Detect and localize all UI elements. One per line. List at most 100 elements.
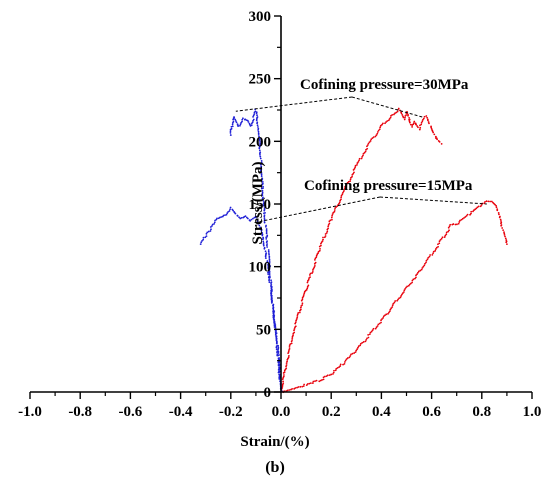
data-point	[447, 230, 450, 233]
data-point	[268, 252, 270, 255]
data-point	[275, 337, 278, 340]
data-point	[320, 242, 322, 245]
data-point	[415, 276, 417, 279]
data-point	[217, 217, 220, 220]
data-point	[498, 216, 501, 219]
data-point	[294, 322, 297, 325]
data-point	[298, 311, 301, 314]
panel-label: (b)	[265, 459, 285, 476]
data-point	[390, 114, 392, 117]
data-point	[381, 318, 383, 320]
data-point	[408, 120, 411, 123]
data-point	[262, 196, 264, 199]
data-point	[414, 277, 416, 280]
data-point	[268, 269, 270, 272]
data-point	[275, 335, 278, 338]
data-point	[248, 219, 251, 222]
data-point	[445, 233, 448, 236]
data-point	[363, 151, 366, 154]
data-point	[236, 214, 239, 217]
data-point	[422, 265, 425, 268]
data-point	[287, 356, 290, 359]
data-point	[399, 296, 402, 299]
data-point	[376, 132, 379, 135]
data-point	[362, 341, 365, 343]
data-point	[434, 135, 437, 138]
data-point	[263, 246, 266, 249]
data-point	[352, 172, 355, 175]
data-point	[437, 243, 439, 246]
data-point	[434, 249, 437, 252]
data-point	[423, 115, 426, 118]
data-point	[396, 110, 399, 113]
data-point	[339, 365, 342, 367]
data-point	[256, 124, 259, 127]
data-point	[213, 221, 216, 224]
data-point	[411, 125, 414, 128]
data-point	[366, 145, 368, 148]
data-point	[262, 236, 265, 239]
data-point	[288, 389, 291, 391]
data-point	[314, 380, 316, 383]
data-point	[398, 297, 400, 300]
data-point	[290, 340, 293, 343]
data-point	[405, 286, 407, 289]
data-point	[367, 333, 370, 336]
data-point	[301, 302, 304, 305]
data-point	[411, 281, 413, 284]
data-point	[417, 270, 420, 273]
data-point	[419, 269, 422, 272]
y-tick-label: 150	[249, 197, 272, 213]
data-point	[281, 383, 284, 386]
data-point	[503, 232, 506, 235]
data-point	[380, 319, 382, 322]
y-tick-label: 250	[249, 72, 272, 88]
annotation-leader-line	[253, 196, 381, 224]
data-point	[262, 244, 265, 247]
data-point	[440, 237, 443, 240]
data-point	[322, 376, 325, 379]
data-point	[330, 216, 333, 219]
data-point	[261, 192, 264, 195]
data-point	[248, 122, 251, 125]
data-point	[245, 216, 248, 219]
data-point	[357, 160, 360, 163]
data-point	[496, 209, 499, 212]
data-point	[291, 337, 294, 340]
data-point	[421, 267, 424, 269]
data-point	[336, 366, 339, 369]
data-point	[263, 221, 266, 224]
data-point	[365, 338, 368, 341]
data-point	[500, 220, 502, 222]
data-point	[260, 165, 263, 168]
data-point	[239, 217, 242, 220]
y-tick-label: 50	[256, 322, 271, 338]
data-point	[267, 266, 270, 269]
data-point	[261, 189, 264, 192]
data-point	[403, 289, 406, 292]
data-point	[449, 223, 452, 226]
data-point	[315, 256, 318, 259]
data-point	[359, 344, 362, 347]
data-point	[497, 212, 500, 214]
data-point	[371, 137, 374, 140]
data-point	[209, 230, 212, 232]
data-point	[259, 145, 261, 148]
series-axial_strain-30MPa	[280, 107, 443, 393]
data-point	[259, 141, 261, 143]
data-point	[261, 194, 264, 197]
data-point	[370, 330, 373, 333]
series-layer	[199, 107, 508, 394]
data-point	[294, 321, 297, 324]
data-point	[394, 300, 397, 302]
data-point	[408, 283, 411, 286]
data-point	[385, 121, 387, 123]
data-point	[343, 361, 346, 363]
data-point	[344, 359, 347, 362]
data-point	[257, 222, 260, 225]
data-point	[417, 271, 419, 274]
data-point	[435, 246, 438, 249]
data-point	[309, 272, 312, 275]
data-point	[276, 354, 279, 357]
data-point	[485, 200, 488, 203]
